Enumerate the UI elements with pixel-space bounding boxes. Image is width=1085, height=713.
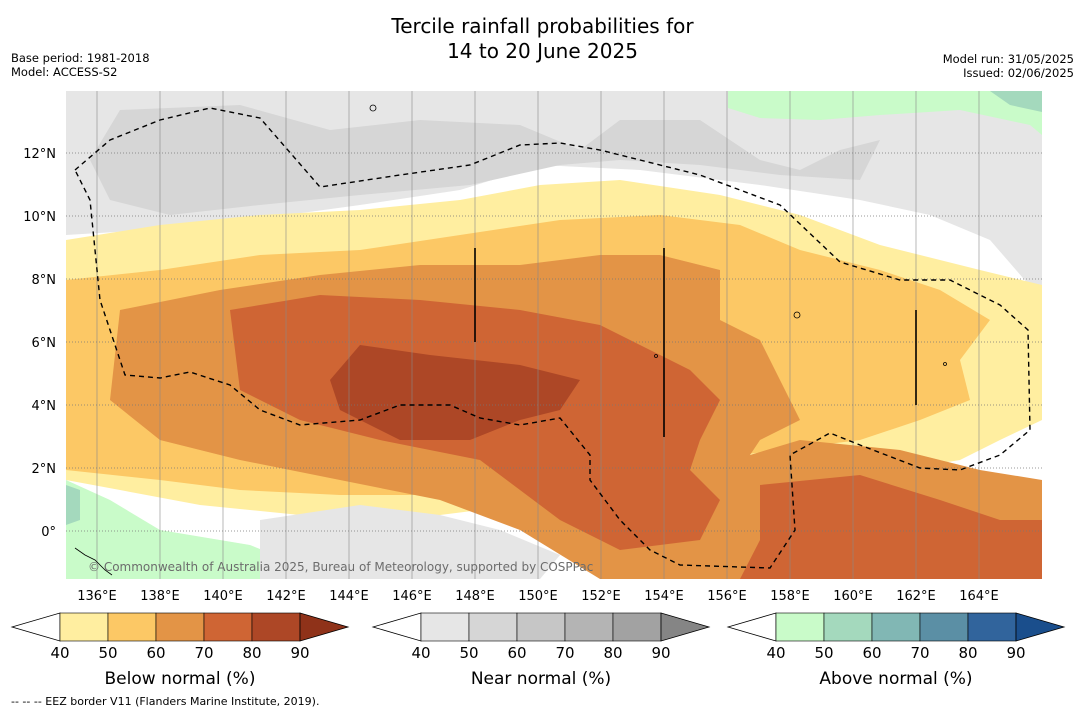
colorbar-segment bbox=[107, 612, 157, 642]
colorbar-segment bbox=[775, 612, 825, 642]
colorbar-segment bbox=[967, 612, 1017, 642]
lon-label: 154°E bbox=[644, 589, 684, 604]
lon-label: 152°E bbox=[581, 589, 621, 604]
near-normal-region-north-darker bbox=[90, 105, 880, 215]
lon-label: 148°E bbox=[455, 589, 495, 604]
colorbar: 40 50 60 70 80 90 Above normal (%) bbox=[726, 612, 1066, 689]
colorbar-segment bbox=[871, 612, 921, 642]
colorbar-segment bbox=[919, 612, 969, 642]
colorbar-tick-label: 90 bbox=[290, 644, 309, 662]
lon-label: 146°E bbox=[392, 589, 432, 604]
lon-label: 140°E bbox=[203, 589, 243, 604]
meta-right: Model run: 31/05/2025 Issued: 02/06/2025 bbox=[943, 52, 1074, 80]
colorbar-over-triangle bbox=[660, 612, 711, 642]
lon-label: 138°E bbox=[140, 589, 180, 604]
lat-label: 4°N bbox=[32, 399, 57, 414]
colorbar-under-triangle bbox=[371, 612, 422, 642]
near-normal-region-south bbox=[260, 505, 560, 579]
islands bbox=[74, 104, 947, 576]
colorbar-segment bbox=[203, 612, 253, 642]
lat-label: 6°N bbox=[32, 336, 57, 351]
lon-label: 164°E bbox=[959, 589, 999, 604]
title-line-1: Tercile rainfall probabilities for bbox=[391, 14, 694, 38]
colorbar-under-triangle bbox=[10, 612, 61, 642]
above-normal-region-ne bbox=[728, 91, 1042, 135]
lat-label: 12°N bbox=[23, 147, 56, 162]
below-normal-70-region-se bbox=[740, 475, 1042, 579]
colorbar-tick-label: 40 bbox=[411, 644, 430, 662]
colorbar-tick-label: 80 bbox=[603, 644, 622, 662]
lon-label: 162°E bbox=[896, 589, 936, 604]
above-normal-region-ne-dark bbox=[990, 91, 1042, 112]
base-period: Base period: 1981-2018 bbox=[11, 51, 150, 65]
colorbar: 40 50 60 70 80 90 Near normal (%) bbox=[371, 612, 711, 689]
border-segments bbox=[474, 248, 917, 437]
longitude-labels: 136°E 138°E 140°E 142°E 144°E 146°E 148°E 150°E… bbox=[77, 589, 999, 604]
lon-label: 158°E bbox=[770, 589, 810, 604]
above-normal-region-sw-dark bbox=[66, 485, 80, 525]
colorbar-title: Below normal (%) bbox=[105, 669, 256, 689]
graticule bbox=[66, 152, 1042, 532]
colorbar-tick-label: 70 bbox=[910, 644, 929, 662]
colorbar-tick-label: 40 bbox=[50, 644, 69, 662]
colorbar-segment bbox=[251, 612, 301, 642]
probability-field bbox=[66, 91, 1042, 579]
lon-label: 144°E bbox=[329, 589, 369, 604]
colorbar-tick-label: 60 bbox=[862, 644, 881, 662]
colorbar-tick-label: 60 bbox=[507, 644, 526, 662]
title-line-2: 14 to 20 June 2025 bbox=[447, 39, 638, 63]
colorbar-title: Near normal (%) bbox=[471, 669, 611, 689]
meta-left: Base period: 1981-2018 Model: ACCESS-S2 bbox=[11, 51, 150, 79]
colorbar-segment bbox=[155, 612, 205, 642]
eez-footnote: -- -- -- EEZ border V11 (Flanders Marine… bbox=[11, 695, 320, 708]
below-normal-80-region bbox=[330, 345, 580, 440]
lon-label: 160°E bbox=[833, 589, 873, 604]
colorbar-tick-label: 50 bbox=[459, 644, 478, 662]
colorbar-tick-label: 70 bbox=[194, 644, 213, 662]
colorbar-segment bbox=[468, 612, 518, 642]
lat-label: 2°N bbox=[32, 462, 57, 477]
lat-label: 8°N bbox=[32, 273, 57, 288]
colorbar-tick-label: 50 bbox=[814, 644, 833, 662]
colorbar-under-triangle bbox=[726, 612, 777, 642]
eez-border bbox=[74, 107, 1031, 569]
colorbar-tick-label: 90 bbox=[651, 644, 670, 662]
colorbar-title: Above normal (%) bbox=[819, 669, 972, 689]
colorbar: 40 50 60 70 80 90 Below normal (%) bbox=[10, 612, 350, 689]
lat-label: 10°N bbox=[23, 210, 56, 225]
lat-label: 0° bbox=[41, 525, 56, 540]
colorbar-tick-label: 80 bbox=[242, 644, 261, 662]
colorbar-tick-label: 50 bbox=[98, 644, 117, 662]
colorbar-segment bbox=[823, 612, 873, 642]
map-title: Tercile rainfall probabilities for 14 to… bbox=[0, 14, 1085, 64]
colorbar-tick-label: 80 bbox=[958, 644, 977, 662]
colorbar-segment bbox=[420, 612, 470, 642]
colorbar-tick-label: 70 bbox=[555, 644, 574, 662]
colorbars: 40 50 60 70 80 90 Below normal (%) 40 50 60 70 80 90… bbox=[10, 612, 1066, 689]
lon-label: 156°E bbox=[707, 589, 747, 604]
colorbar-segment bbox=[612, 612, 662, 642]
colorbar-over-triangle bbox=[299, 612, 350, 642]
copyright-text: © Commonwealth of Australia 2025, Bureau… bbox=[88, 560, 593, 574]
colorbar-over-triangle bbox=[1015, 612, 1066, 642]
lon-label: 136°E bbox=[77, 589, 117, 604]
colorbar-segment bbox=[564, 612, 614, 642]
colorbar-segment bbox=[516, 612, 566, 642]
latitude-labels: 12°N 10°N 8°N 6°N 4°N 2°N 0° bbox=[23, 147, 56, 540]
lon-label: 142°E bbox=[266, 589, 306, 604]
above-normal-region-sw bbox=[66, 480, 300, 579]
colorbar-tick-label: 90 bbox=[1006, 644, 1025, 662]
meridians bbox=[96, 91, 980, 579]
issued-date: Issued: 02/06/2025 bbox=[963, 66, 1074, 80]
model-name: Model: ACCESS-S2 bbox=[11, 65, 118, 79]
model-run: Model run: 31/05/2025 bbox=[942, 52, 1074, 66]
colorbar-tick-label: 60 bbox=[146, 644, 165, 662]
lon-label: 150°E bbox=[518, 589, 558, 604]
colorbar-tick-label: 40 bbox=[766, 644, 785, 662]
colorbar-segment bbox=[59, 612, 109, 642]
